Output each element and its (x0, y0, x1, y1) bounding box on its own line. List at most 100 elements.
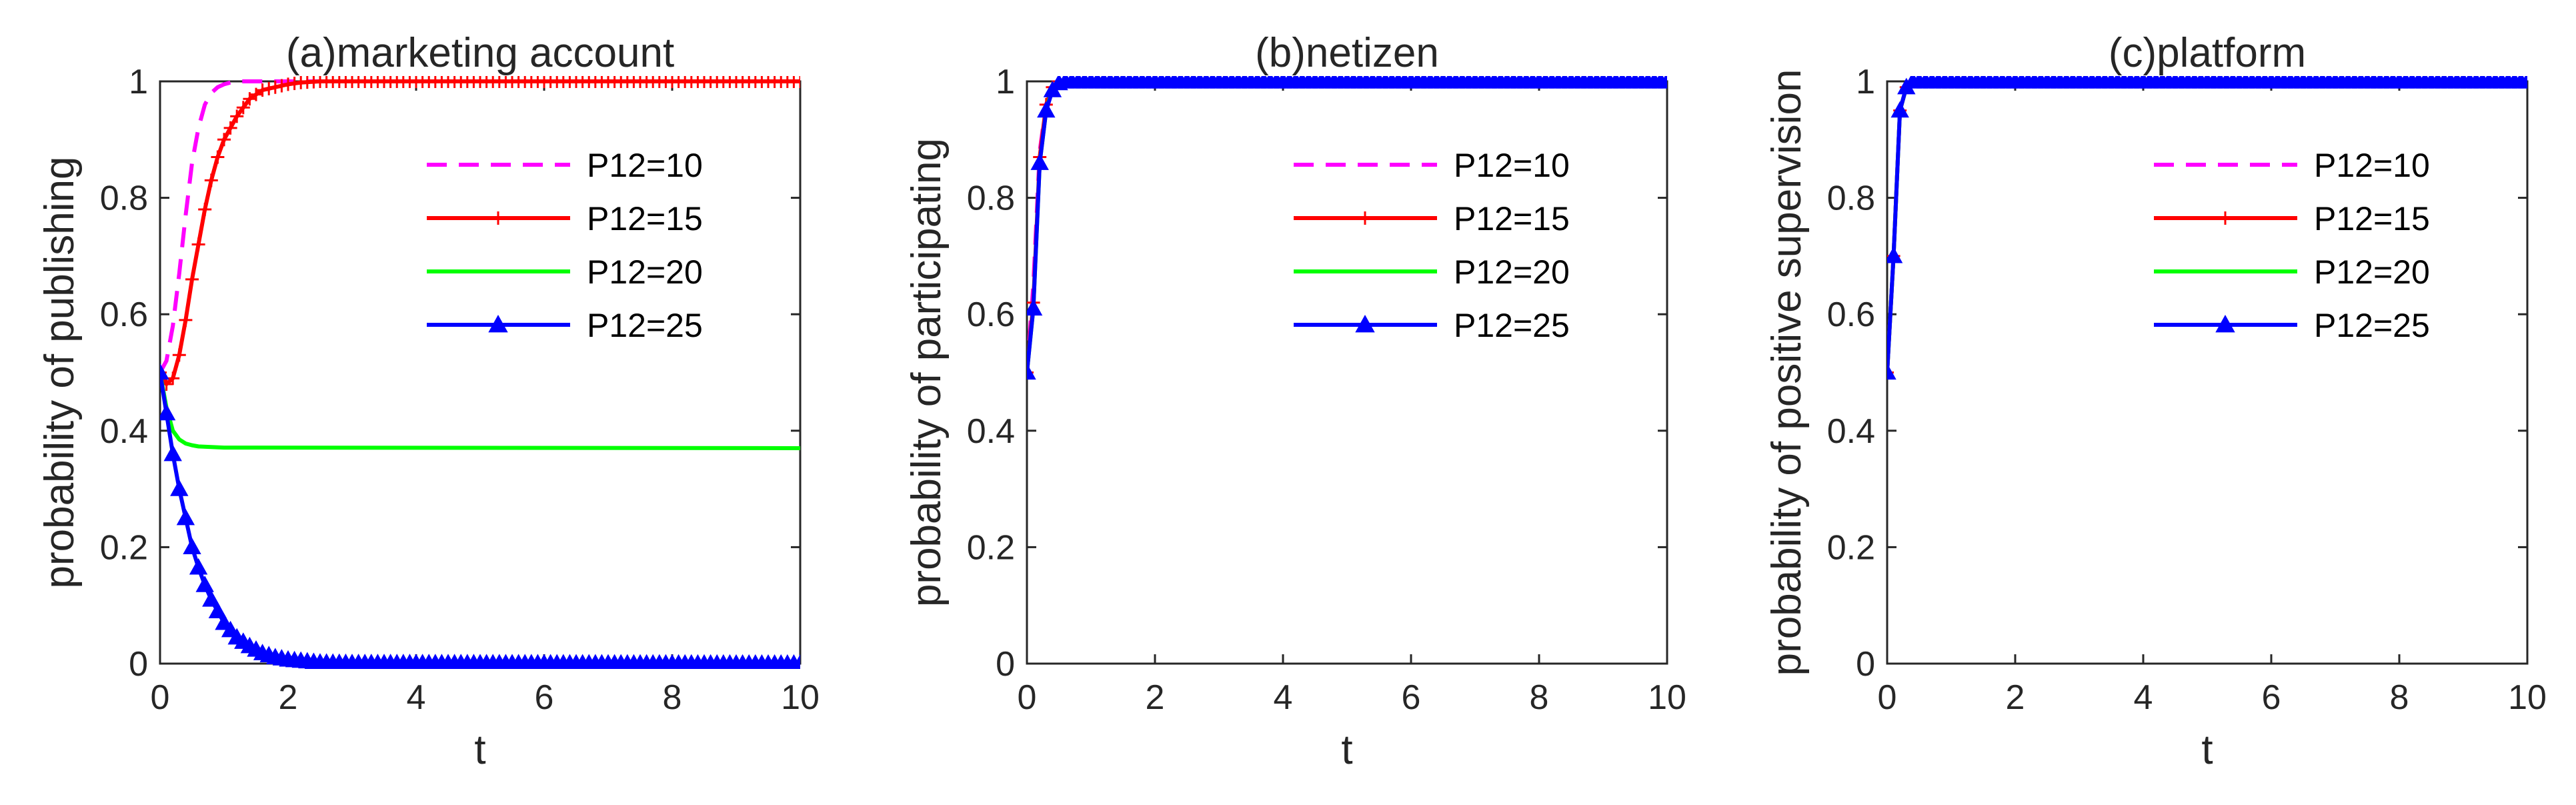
legend-entry-p12-20: P12=20 (427, 253, 703, 291)
series-group (160, 76, 800, 669)
series-marker-triangle (160, 404, 176, 421)
series-marker-triangle (1887, 363, 1896, 380)
y-tick-label: 0.2 (967, 528, 1015, 567)
x-tick-label: 4 (1274, 678, 1293, 717)
y-tick-label: 1 (1856, 63, 1875, 101)
series-marker-triangle (202, 590, 221, 607)
legend-label: P12=25 (587, 307, 703, 344)
x-tick-label: 6 (2262, 678, 2281, 717)
series-marker-triangle (1030, 153, 1049, 170)
series-marker-plus (198, 203, 212, 217)
chart-panel-2: 0 2 4 6 8 10 0 0.2 0.4 0.6 0.8 1 (c)platform t probabi… (1764, 30, 2547, 773)
x-tick-label: 8 (1530, 678, 1549, 717)
y-tick-label: 0 (129, 645, 148, 684)
legend-entry-p12-10: P12=10 (2154, 147, 2430, 184)
series-marker-triangle (1658, 76, 1667, 89)
series-marker-plus (204, 173, 218, 187)
x-tick-label: 6 (535, 678, 554, 717)
legend-entry-p12-20: P12=20 (1294, 253, 1570, 291)
chart-panel-1: 0 2 4 6 8 10 0 0.2 0.4 0.6 0.8 1 (b)netizen t probabil… (904, 30, 1686, 773)
y-tick-label: 1 (996, 63, 1015, 101)
series-marker-plus (230, 109, 244, 123)
x-tick-label: 10 (1648, 678, 1686, 717)
y-tick-label: 0.4 (100, 412, 148, 451)
legend-entry-p12-20: P12=20 (2154, 253, 2430, 291)
y-axis-label: probability of participating (904, 138, 950, 607)
series-marker-plus (262, 81, 276, 95)
series-marker-triangle (189, 558, 208, 575)
series-marker-triangle (1027, 299, 1043, 316)
x-tick-label: 0 (151, 678, 170, 717)
series-group (1887, 76, 2527, 380)
legend-entry-p12-25: P12=25 (2154, 307, 2430, 344)
series-group (1027, 76, 1667, 380)
series-marker-plus (179, 313, 193, 327)
series-marker-plus (185, 272, 199, 286)
series-marker-plus (172, 348, 186, 362)
x-tick-label: 4 (2134, 678, 2153, 717)
legend-marker-triangle (2215, 314, 2235, 333)
axes-box (159, 80, 802, 665)
legend-entry-p12-15: P12=15 (1294, 200, 1570, 237)
y-tick-label: 0 (996, 645, 1015, 684)
x-tick-label: 2 (1146, 678, 1165, 717)
legend-label: P12=20 (587, 253, 703, 291)
series-marker-plus (217, 133, 231, 147)
x-axis-label: t (2201, 727, 2213, 773)
series-marker-triangle (195, 576, 214, 592)
series-marker-triangle (176, 508, 195, 526)
series-marker-plus (268, 80, 282, 94)
series-marker-triangle (170, 480, 189, 496)
legend-label: P12=15 (1454, 200, 1570, 237)
series-marker-plus (236, 101, 250, 115)
legend-entry-p12-15: P12=15 (427, 200, 703, 237)
chart-title: (b)netizen (1255, 30, 1439, 76)
series-marker-triangle (1890, 101, 1909, 118)
x-tick-label: 10 (781, 678, 820, 717)
y-axis-label: probability of positive supervision (1764, 69, 1810, 676)
series-marker-plus (223, 121, 237, 135)
series-marker-triangle (1887, 246, 1903, 263)
legend-label: P12=25 (2314, 307, 2430, 344)
legend-entry-p12-25: P12=25 (1294, 307, 1570, 344)
series-marker-plus (255, 83, 269, 97)
y-tick-label: 0.2 (100, 528, 148, 567)
series-marker-plus (211, 150, 225, 164)
y-tick-label: 0.6 (967, 295, 1015, 334)
x-tick-label: 8 (663, 678, 682, 717)
y-tick-label: 0.6 (100, 295, 148, 334)
series-marker-triangle (160, 363, 169, 380)
x-tick-label: 4 (407, 678, 426, 717)
x-tick-label: 0 (1018, 678, 1037, 717)
x-tick-label: 8 (2390, 678, 2409, 717)
x-tick-label: 2 (279, 678, 298, 717)
y-axis-label: probability of publishing (37, 157, 83, 589)
series-marker-plus (794, 76, 800, 88)
y-tick-label: 1 (129, 63, 148, 101)
chart-panel-0: 0 2 4 6 8 10 0 0.2 0.4 0.6 0.8 1 (a)marketing accoun… (37, 30, 820, 773)
y-tick-label: 0.8 (1827, 179, 1875, 218)
axes-box (1886, 80, 2529, 665)
series-marker-plus (191, 237, 205, 251)
axes-box (1026, 80, 1668, 665)
series-marker-triangle (2518, 76, 2527, 89)
y-tick-label: 0.6 (1827, 295, 1875, 334)
y-tick-label: 0 (1856, 645, 1875, 684)
x-tick-label: 10 (2508, 678, 2547, 717)
series-marker-triangle (1027, 363, 1036, 380)
legend-label: P12=10 (1454, 147, 1570, 184)
legend-entry-p12-10: P12=10 (427, 147, 703, 184)
series-marker-plus (275, 79, 289, 93)
y-tick-label: 0.2 (1827, 528, 1875, 567)
x-tick-label: 0 (1878, 678, 1897, 717)
legend-label: P12=15 (2314, 200, 2430, 237)
series-marker-triangle (163, 444, 182, 462)
legend-marker-triangle (1355, 314, 1375, 333)
series-marker-triangle (792, 654, 800, 669)
legend-entry-p12-10: P12=10 (1294, 147, 1570, 184)
x-axis-label: t (474, 727, 485, 773)
x-axis-label: t (1341, 727, 1352, 773)
series-marker-triangle (1037, 101, 1056, 118)
